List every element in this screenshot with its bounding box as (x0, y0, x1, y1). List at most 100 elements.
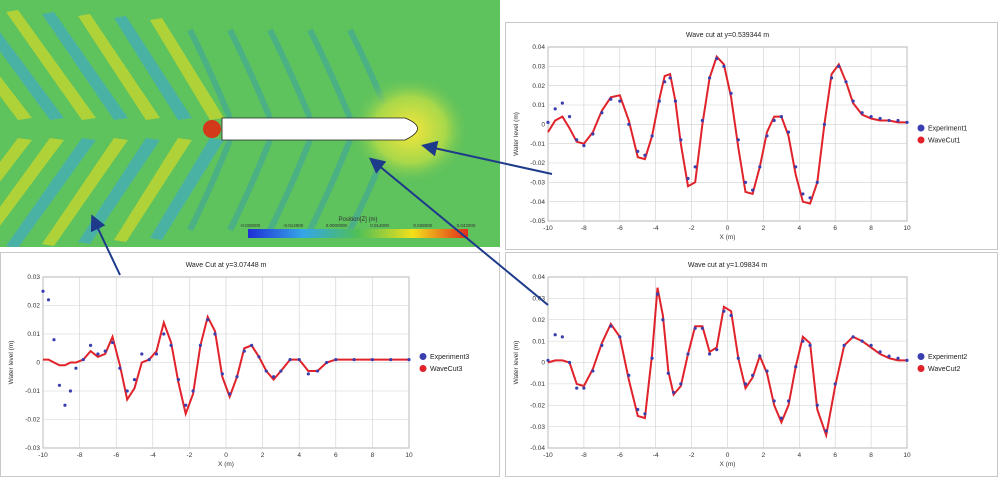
x-tick-label: 4 (297, 452, 301, 459)
x-tick-label: -8 (581, 452, 587, 459)
data-point-experiment2 (743, 382, 748, 386)
data-point-experiment3 (220, 372, 224, 376)
y-tick-label: 0.01 (532, 338, 545, 345)
data-point-experiment3 (235, 375, 239, 379)
wake-band (227, 138, 273, 232)
data-point-experiment1 (609, 97, 613, 101)
legend-marker (917, 365, 925, 372)
data-point-experiment3 (154, 352, 159, 356)
color-legend-tick-label: 0.014000 (370, 223, 389, 228)
x-tick-label: -6 (617, 225, 623, 232)
data-point-experiment1 (822, 122, 827, 126)
legend-label: Experiment3 (430, 354, 469, 361)
data-point-experiment2 (842, 343, 846, 347)
data-point-experiment2 (650, 356, 654, 360)
color-legend-tick-label: 0.028000 (413, 223, 432, 228)
data-point-experiment2 (824, 429, 828, 433)
data-point-experiment3 (74, 366, 78, 370)
data-point-experiment1 (627, 122, 631, 126)
x-tick-label: 10 (405, 452, 413, 459)
data-point-experiment2 (779, 416, 783, 420)
color-legend-tick-label: -0.028000 (240, 223, 261, 228)
x-tick-label: -4 (150, 452, 156, 459)
data-point-experiment3 (271, 375, 276, 379)
data-point-experiment3 (147, 358, 151, 362)
x-tick-label: 0 (726, 225, 730, 232)
series-line-wavecut1 (547, 54, 907, 205)
data-point-experiment2 (567, 360, 572, 365)
y-tick-label: 0.01 (27, 331, 40, 338)
data-point-experiment3 (184, 403, 188, 407)
data-point-experiment1 (729, 91, 733, 95)
data-point-experiment1 (751, 188, 755, 192)
legend-label: Experiment2 (928, 354, 967, 361)
data-point-experiment1 (650, 134, 654, 138)
data-point-experiment1 (851, 99, 855, 103)
wake-band (0, 138, 64, 226)
data-point-experiment1 (707, 76, 712, 80)
data-point-experiment2 (808, 343, 812, 347)
wave-cut-chart-2-svg: Wave cut at y=1.09834 m -10 -8 -6 -4 -2 0 2 4 6 8 1… (513, 262, 967, 468)
data-point-experiment3 (96, 352, 100, 356)
data-point-experiment1 (553, 107, 557, 111)
legend-label: WaveCut3 (430, 366, 463, 373)
x-axis-label: X (m) (720, 234, 736, 241)
data-point-experiment3 (132, 378, 137, 382)
chart-title: Wave cut at y=0.539344 m (686, 32, 769, 39)
color-legend-tick-label: 0.042000 (457, 223, 476, 228)
data-point-experiment1 (808, 196, 812, 200)
ship-hull (221, 117, 418, 141)
y-axis-label: Water level (m) (513, 112, 520, 156)
kelvin-wake-bands (0, 10, 393, 248)
data-point-experiment1 (673, 99, 678, 103)
data-point-experiment3 (169, 343, 173, 347)
data-point-experiment1 (567, 115, 572, 119)
data-point-experiment3 (191, 389, 195, 393)
data-point-experiment2 (833, 382, 837, 386)
data-point-experiment3 (264, 369, 268, 373)
data-point-experiment1 (636, 149, 640, 153)
wake-band (0, 138, 32, 182)
data-point-experiment1 (663, 80, 667, 84)
data-point-experiment1 (772, 118, 776, 123)
data-point-experiment2 (869, 343, 873, 347)
x-tick-label: -10 (38, 452, 48, 459)
data-point-experiment1 (830, 76, 834, 80)
data-point-experiment1 (700, 118, 704, 123)
data-point-experiment1 (758, 165, 762, 169)
x-tick-label: 6 (833, 225, 837, 232)
y-tick-label: -0.04 (530, 445, 545, 452)
x-tick-label: 2 (762, 225, 766, 232)
data-point-experiment2 (905, 358, 909, 362)
data-point-experiment1 (905, 120, 909, 124)
data-point-experiment1 (582, 144, 586, 148)
x-tick-label: 8 (869, 225, 873, 232)
x-tick-label: -4 (653, 225, 659, 232)
data-point-experiment1 (786, 130, 791, 134)
wave-cut-chart-1-svg: Wave cut at y=0.539344 m -10 -8 -6 -4 -2 0 2 4 6 8… (513, 32, 967, 241)
data-point-experiment1 (869, 115, 873, 119)
x-tick-label: -2 (187, 452, 193, 459)
x-tick-label: 4 (797, 225, 801, 232)
legend-marker (419, 353, 427, 360)
data-point-experiment2 (560, 335, 564, 339)
legend-marker (917, 353, 925, 360)
wave-cut-chart-1: Wave cut at y=0.539344 m -10 -8 -6 -4 -2 0 2 4 6 8… (505, 22, 998, 250)
y-tick-label: 0 (541, 122, 545, 129)
data-point-experiment2 (546, 358, 550, 362)
y-tick-label: -0.03 (25, 445, 40, 452)
color-legend-bar (248, 229, 468, 238)
wake-band (267, 28, 313, 120)
data-point-experiment3 (198, 343, 202, 347)
y-tick-label: -0.04 (530, 199, 545, 206)
data-point-experiment1 (743, 180, 748, 184)
x-tick-label: -8 (77, 452, 83, 459)
x-tick-label: 0 (726, 452, 730, 459)
x-tick-label: 8 (371, 452, 375, 459)
wave-cut-chart-2: Wave cut at y=1.09834 m -10 -8 -6 -4 -2 0 2 4 6 8 1… (505, 252, 998, 477)
wake-band (150, 18, 224, 120)
x-tick-label: 8 (869, 452, 873, 459)
data-point-experiment2 (751, 373, 755, 377)
data-point-experiment3 (52, 338, 56, 342)
y-tick-label: -0.03 (530, 180, 545, 187)
